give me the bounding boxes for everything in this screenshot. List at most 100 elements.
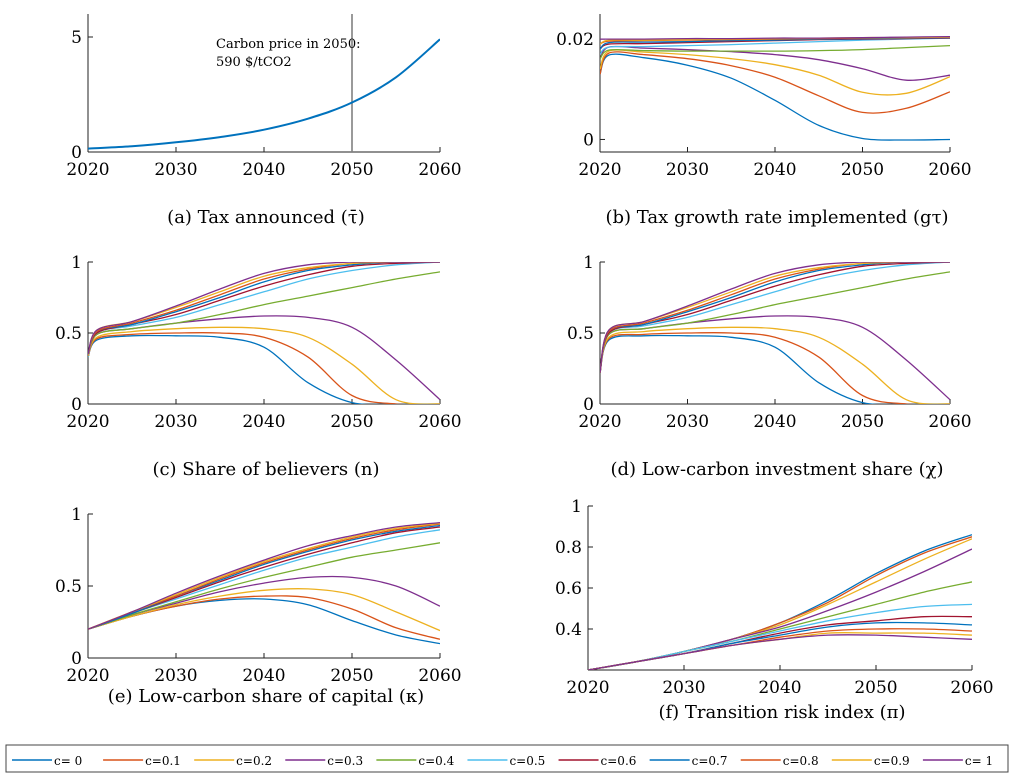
subplot-caption: (f) Transition risk index (π)	[659, 702, 906, 723]
subplot-b: 2020 2030 2040 2050 2060 0 0.02 (b) Tax growth …	[556, 14, 972, 228]
x-tick-label: 2030	[666, 412, 709, 432]
x-tick-label: 2030	[154, 412, 197, 432]
series-line-c07	[88, 524, 440, 630]
x-tick-label: 2060	[928, 160, 971, 180]
legend-label: c= 1	[965, 754, 993, 768]
x-tick-label: 2030	[154, 666, 197, 686]
y-tick-label: 5	[71, 28, 82, 48]
legend-item: c= 1	[922, 754, 993, 768]
series-group	[88, 262, 440, 404]
x-tick-label: 2050	[330, 666, 373, 686]
y-tick-label: 0.4	[555, 620, 582, 640]
x-tick-label: 2050	[854, 678, 897, 698]
series-line-c02	[600, 326, 950, 404]
series-line-main	[88, 38, 440, 150]
x-tick-label: 2060	[418, 412, 461, 432]
series-line-c09	[588, 632, 972, 670]
y-tick-label: 1	[71, 253, 82, 273]
series-line-c01	[600, 51, 950, 114]
subplot-caption: (e) Low-carbon share of capital (κ)	[108, 686, 424, 707]
series-line-c08	[600, 262, 950, 373]
series-line-c02	[600, 49, 950, 96]
x-tick-label: 2020	[566, 678, 609, 698]
series-line-c1	[588, 634, 972, 670]
x-tick-label: 2040	[753, 160, 796, 180]
x-tick-label: 2050	[330, 412, 373, 432]
series-line-c0	[600, 334, 950, 404]
subplot-d: 2020 2030 2040 2050 2060 0 0.5 1 (d) Low-carbon …	[567, 253, 972, 480]
x-tick-label: 2050	[841, 412, 884, 432]
x-tick-label: 2050	[841, 160, 884, 180]
legend-label: c=0.9	[874, 754, 910, 768]
subplot-e: 2020 2030 2040 2050 2060 0 0.5 1 (e) Low-carbon …	[55, 505, 462, 707]
y-tick-label: 0	[583, 130, 594, 150]
x-tick-label: 2040	[242, 160, 285, 180]
series-line-c1	[88, 521, 440, 630]
legend: c= 0 c=0.1 c=0.2 c=0.3 c=0.4 c=0.5 c=0.6 c=0.7 c…	[5, 744, 1009, 773]
series-line-c1	[600, 35, 950, 40]
x-tick-label: 2020	[66, 412, 109, 432]
series-line-c0	[88, 334, 440, 404]
x-tick-label: 2020	[66, 666, 109, 686]
legend-label: c=0.4	[418, 754, 454, 768]
series-group	[88, 38, 440, 150]
y-tick-label: 1	[583, 253, 594, 273]
legend-item: c=0.8	[740, 754, 819, 768]
series-line-c0	[600, 53, 950, 141]
legend-item: c= 0	[12, 754, 82, 768]
series-line-c09	[88, 262, 440, 356]
y-tick-label: 1	[71, 505, 82, 525]
series-line-c04	[600, 44, 950, 60]
x-tick-label: 2020	[66, 160, 109, 180]
x-tick-label: 2040	[242, 666, 285, 686]
series-line-c02	[88, 326, 440, 404]
legend-label: c=0.3	[327, 754, 363, 768]
x-tick-label: 2030	[666, 160, 709, 180]
subplot-c: 2020 2030 2040 2050 2060 0 0.5 1 (c) Share of be…	[55, 253, 462, 480]
y-tick-label: 0	[583, 395, 594, 415]
series-line-c02	[88, 588, 440, 632]
series-line-c01	[88, 331, 440, 404]
y-tick-label: 0.5	[55, 577, 82, 597]
series-group	[588, 534, 972, 670]
x-tick-label: 2040	[753, 412, 796, 432]
subplot-f: 2020 2030 2040 2050 2060 0.4 0.6 0.8 1 (f) Transi…	[555, 497, 994, 723]
legend-box	[5, 744, 1009, 773]
x-tick-label: 2020	[578, 412, 621, 432]
series-line-c01	[588, 536, 972, 670]
legend-label: c=0.7	[692, 754, 728, 768]
legend-label: c=0.5	[509, 754, 545, 768]
y-tick-label: 1	[571, 497, 582, 517]
series-line-c04	[88, 271, 440, 358]
series-line-c02	[588, 538, 972, 670]
y-tick-label: 0	[71, 395, 82, 415]
y-tick-label: 0	[71, 143, 82, 163]
series-line-c04	[88, 542, 440, 630]
series-line-c0	[88, 598, 440, 645]
subplot-caption: (a) Tax announced (τ̄)	[167, 207, 365, 228]
x-tick-label: 2060	[950, 678, 993, 698]
legend-item: c=0.1	[103, 754, 181, 768]
x-tick-label: 2060	[418, 160, 461, 180]
legend-item: c=0.2	[194, 754, 272, 768]
subplot-a: 2020 2030 2040 2050 2060 0 5 Carbon price in 20…	[66, 14, 462, 228]
legend-label: c=0.6	[601, 754, 637, 768]
legend-label: c=0.2	[236, 754, 272, 768]
series-line-c03	[588, 548, 972, 670]
subplot-caption: (b) Tax growth rate implemented (gτ)	[605, 207, 948, 228]
x-tick-label: 2040	[758, 678, 801, 698]
series-line-c04	[588, 581, 972, 670]
x-tick-label: 2030	[154, 160, 197, 180]
legend-label: c= 0	[54, 754, 82, 768]
x-tick-label: 2060	[928, 412, 971, 432]
series-line-c0	[588, 534, 972, 670]
annotation-text: 590 $/tCO2	[216, 55, 292, 70]
y-tick-label: 0.8	[555, 538, 582, 558]
y-tick-label: 0.6	[555, 579, 582, 599]
series-line-c05	[600, 37, 950, 55]
y-tick-label: 0.02	[556, 30, 594, 50]
series-line-c04	[600, 271, 950, 373]
y-tick-label: 0.5	[567, 324, 594, 344]
legend-item: c=0.9	[831, 754, 910, 768]
